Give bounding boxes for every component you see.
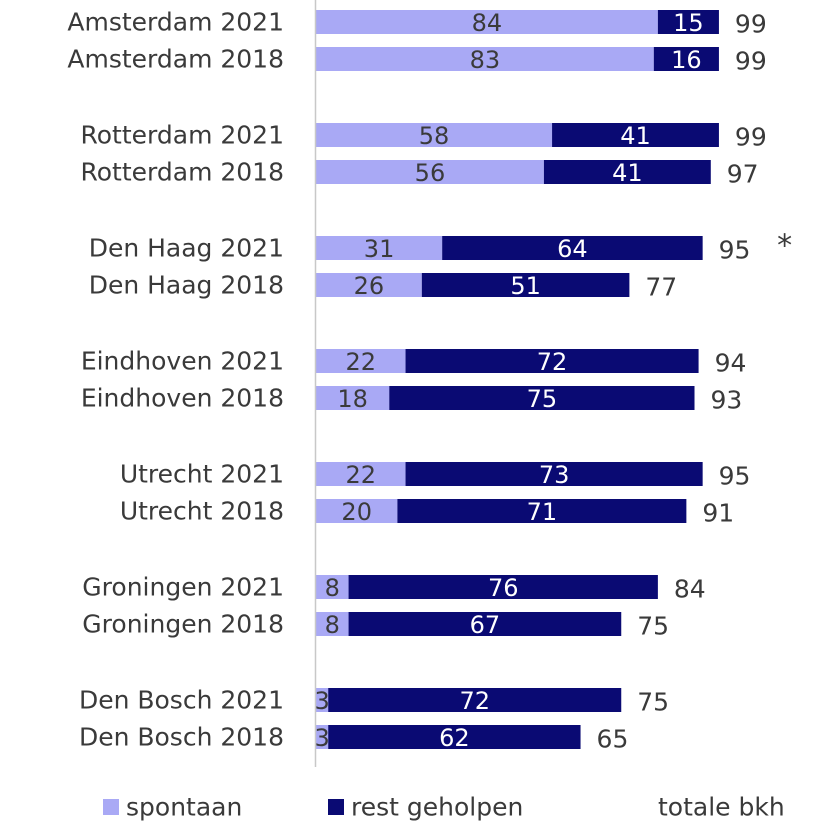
- bar-spontaan-groningen-2018: [316, 612, 349, 636]
- value-label-spontaan-eindhoven-2018: 18: [337, 385, 368, 413]
- bar-spontaan-eindhoven-2018: [316, 386, 390, 410]
- bar-spontaan-groningen-2021: [316, 575, 349, 599]
- value-label-rest-geholpen-eindhoven-2018: 75: [527, 385, 558, 413]
- value-label-spontaan-den-bosch-2018: 3: [314, 724, 329, 752]
- total-label-den-haag-2018: 77: [645, 273, 677, 302]
- bar-rest-geholpen-amsterdam-2021: [657, 10, 719, 34]
- bar-rest-geholpen-utrecht-2021: [405, 462, 703, 486]
- bar-rest-geholpen-den-bosch-2021: [328, 688, 622, 712]
- category-label-amsterdam-2018: Amsterdam 2018: [67, 45, 284, 74]
- bar-rest-geholpen-groningen-2018: [348, 612, 622, 636]
- total-label-eindhoven-2021: 94: [715, 349, 747, 378]
- category-label-den-haag-2018: Den Haag 2018: [89, 271, 284, 300]
- category-label-eindhoven-2021: Eindhoven 2021: [81, 347, 284, 376]
- value-label-spontaan-utrecht-2021: 22: [345, 461, 376, 489]
- category-label-groningen-2018: Groningen 2018: [82, 610, 284, 639]
- total-label-amsterdam-2018: 99: [735, 47, 767, 76]
- value-label-rest-geholpen-den-haag-2021: 64: [557, 235, 588, 263]
- total-label-utrecht-2018: 91: [702, 499, 734, 528]
- category-label-eindhoven-2018: Eindhoven 2018: [81, 384, 284, 413]
- value-label-spontaan-rotterdam-2018: 56: [415, 159, 446, 187]
- bar-spontaan-eindhoven-2021: [316, 349, 406, 373]
- value-label-spontaan-groningen-2018: 8: [325, 611, 340, 639]
- category-label-groningen-2021: Groningen 2021: [82, 573, 284, 602]
- value-label-spontaan-amsterdam-2018: 83: [470, 46, 501, 74]
- legend-swatch-rest-geholpen: [328, 799, 344, 815]
- value-label-rest-geholpen-utrecht-2018: 71: [527, 498, 558, 526]
- value-label-spontaan-den-haag-2018: 26: [354, 272, 385, 300]
- total-label-den-haag-2021: 95: [719, 236, 751, 265]
- value-label-spontaan-eindhoven-2021: 22: [345, 348, 376, 376]
- bar-spontaan-amsterdam-2018: [316, 47, 654, 71]
- category-label-amsterdam-2021: Amsterdam 2021: [67, 8, 284, 37]
- category-label-utrecht-2018: Utrecht 2018: [120, 497, 284, 526]
- value-label-spontaan-den-haag-2021: 31: [364, 235, 395, 263]
- category-label-rotterdam-2018: Rotterdam 2018: [81, 158, 284, 187]
- bar-spontaan-rotterdam-2018: [316, 160, 544, 184]
- value-label-spontaan-rotterdam-2021: 58: [419, 122, 450, 150]
- bar-spontaan-den-bosch-2021: [316, 688, 329, 712]
- total-label-den-bosch-2018: 65: [597, 725, 629, 754]
- bar-rest-geholpen-amsterdam-2018: [653, 47, 719, 71]
- bar-rest-geholpen-den-haag-2018: [421, 273, 630, 297]
- category-label-utrecht-2021: Utrecht 2021: [120, 460, 284, 489]
- total-label-groningen-2018: 75: [637, 612, 669, 641]
- total-label-rotterdam-2021: 99: [735, 123, 767, 152]
- bar-rest-geholpen-rotterdam-2018: [543, 160, 711, 184]
- value-label-spontaan-den-bosch-2021: 3: [314, 687, 329, 715]
- bar-rest-geholpen-den-haag-2021: [442, 236, 703, 260]
- total-label-utrecht-2021: 95: [719, 462, 751, 491]
- value-label-spontaan-amsterdam-2021: 84: [472, 9, 503, 37]
- bar-spontaan-utrecht-2021: [316, 462, 406, 486]
- total-label-den-bosch-2021: 75: [637, 688, 669, 717]
- bar-rest-geholpen-utrecht-2018: [397, 499, 687, 523]
- bar-spontaan-den-haag-2021: [316, 236, 443, 260]
- value-label-rest-geholpen-den-bosch-2018: 62: [439, 724, 470, 752]
- value-label-rest-geholpen-rotterdam-2018: 41: [612, 159, 643, 187]
- bar-rest-geholpen-den-bosch-2018: [328, 725, 581, 749]
- value-label-rest-geholpen-den-haag-2018: 51: [510, 272, 541, 300]
- category-label-den-bosch-2018: Den Bosch 2018: [79, 723, 284, 752]
- value-label-spontaan-groningen-2021: 8: [325, 574, 340, 602]
- bar-rest-geholpen-eindhoven-2018: [389, 386, 695, 410]
- legend-label-spontaan: spontaan: [126, 793, 242, 822]
- bar-spontaan-utrecht-2018: [316, 499, 398, 523]
- value-label-rest-geholpen-rotterdam-2021: 41: [620, 122, 651, 150]
- bar-spontaan-den-bosch-2018: [316, 725, 329, 749]
- value-label-rest-geholpen-eindhoven-2021: 72: [537, 348, 568, 376]
- bar-rest-geholpen-rotterdam-2021: [552, 123, 719, 147]
- value-label-spontaan-utrecht-2018: 20: [341, 498, 372, 526]
- category-label-den-haag-2021: Den Haag 2021: [89, 234, 284, 263]
- total-label-rotterdam-2018: 97: [727, 160, 759, 189]
- total-label-eindhoven-2018: 93: [711, 386, 743, 415]
- total-label-groningen-2021: 84: [674, 575, 706, 604]
- bar-spontaan-rotterdam-2021: [316, 123, 553, 147]
- value-label-rest-geholpen-amsterdam-2021: 15: [673, 9, 704, 37]
- bar-rest-geholpen-groningen-2021: [348, 575, 658, 599]
- total-label-amsterdam-2021: 99: [735, 10, 767, 39]
- category-label-rotterdam-2021: Rotterdam 2021: [81, 121, 284, 150]
- bar-spontaan-amsterdam-2021: [316, 10, 658, 34]
- value-label-rest-geholpen-groningen-2018: 67: [470, 611, 501, 639]
- bar-spontaan-den-haag-2018: [316, 273, 422, 297]
- legend-label-rest-geholpen: rest geholpen: [351, 793, 523, 822]
- category-label-den-bosch-2021: Den Bosch 2021: [79, 686, 284, 715]
- bar-rest-geholpen-eindhoven-2021: [405, 349, 699, 373]
- legend-swatch-spontaan: [103, 799, 119, 815]
- value-label-rest-geholpen-groningen-2021: 76: [488, 574, 519, 602]
- value-label-rest-geholpen-amsterdam-2018: 16: [671, 46, 702, 74]
- annotation-marker: *: [777, 229, 792, 264]
- value-label-rest-geholpen-den-bosch-2021: 72: [459, 687, 490, 715]
- legend-label-totale-bkh: totale bkh: [658, 793, 785, 822]
- value-label-rest-geholpen-utrecht-2021: 73: [539, 461, 570, 489]
